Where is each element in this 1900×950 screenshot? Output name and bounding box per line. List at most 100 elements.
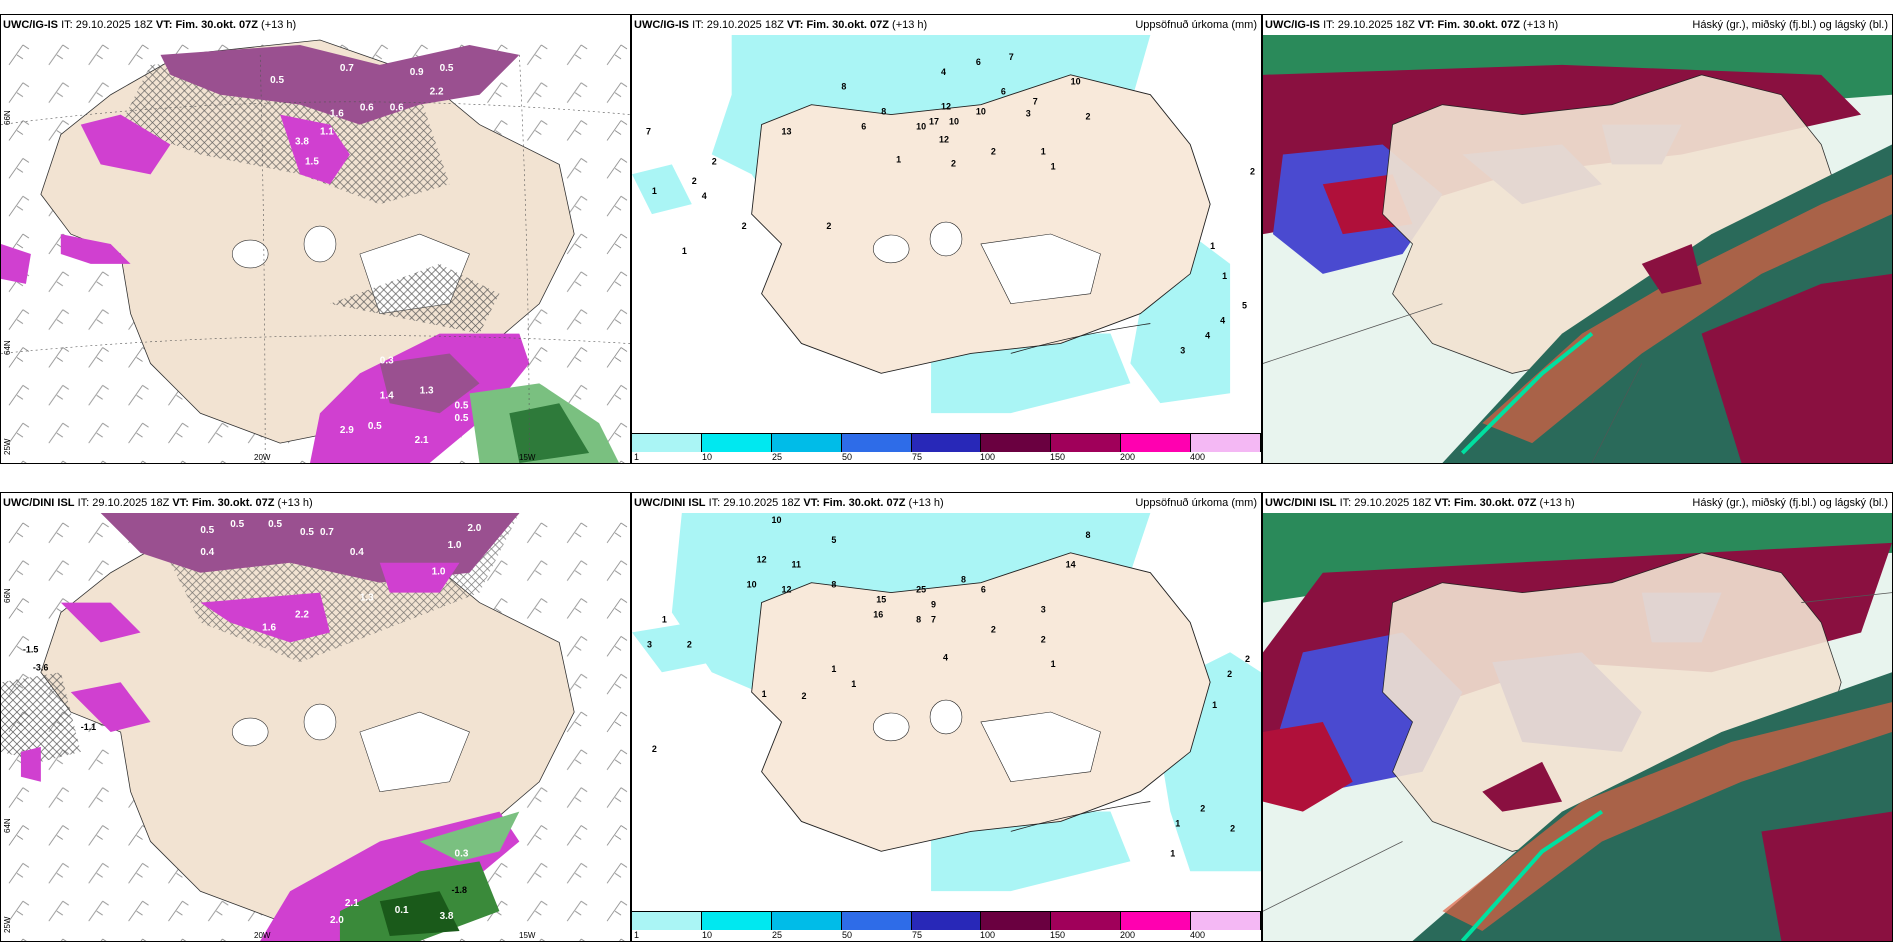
panel-header: UWC/DINI ISL IT: 29.10.2025 18Z VT: Fim.…	[1263, 493, 1892, 513]
legend-label: 25	[772, 930, 783, 940]
value-label: 12	[939, 134, 949, 144]
value-label: 1	[851, 679, 856, 689]
map-area[interactable]	[1263, 513, 1892, 941]
value-label: 3.8	[295, 136, 309, 147]
value-label: 10	[772, 515, 782, 525]
value-label: 1	[1051, 161, 1056, 171]
legend-label: 50	[842, 452, 853, 462]
legend-swatch	[841, 912, 912, 930]
value-label: 1.0	[432, 567, 446, 578]
value-label: 10	[747, 580, 757, 590]
lat-label-bottom: 64N	[3, 818, 12, 833]
value-label: 16	[873, 609, 883, 619]
value-label: 4	[943, 652, 948, 662]
value-label: 10	[949, 117, 959, 127]
value-label: 0.5	[268, 519, 282, 530]
value-label: 12	[941, 102, 951, 112]
value-label: 6	[1001, 87, 1006, 97]
value-label: 1	[831, 664, 836, 674]
value-label: 2	[1245, 654, 1250, 664]
legend-label: 400	[1190, 930, 1206, 940]
value-label: 4	[1205, 330, 1210, 340]
wetbulb-values: 0.5 0.7 0.9 0.5 2.2 0.6 0.6 1.1 3.8 1.5 …	[270, 63, 469, 446]
precip-legend: 1 10 25 50 75 100 150 200 400	[632, 433, 1261, 463]
panel-header: UWC/DINI ISL IT: 29.10.2025 18Z VT: Fim.…	[632, 493, 1261, 513]
map-area[interactable]: 4 6 8 7 6 8 10 12 17 10 12 10 6 7 3 2 1 …	[632, 35, 1261, 433]
lat-label-top: 66N	[3, 588, 12, 603]
legend-swatch	[1051, 434, 1122, 452]
value-label: 2.9	[340, 425, 354, 436]
value-label: 12	[782, 585, 792, 595]
value-label: 2.1	[415, 435, 429, 446]
value-label: 1	[1210, 241, 1215, 251]
value-label: 8	[916, 614, 921, 624]
panel-top-middle-precip: UWC/IG-IS IT: 29.10.2025 18Z VT: Fim. 30…	[631, 14, 1262, 464]
value-label: 7	[646, 127, 651, 137]
value-label: 1	[682, 246, 687, 256]
value-label: 0.3	[380, 355, 394, 366]
value-label: 2.0	[330, 915, 344, 926]
value-label: 0.5	[230, 519, 244, 530]
legend-label: 75	[912, 930, 923, 940]
value-label: 5	[831, 535, 836, 545]
value-label: 0.7	[320, 527, 334, 538]
map-area[interactable]: 0.5 0.7 0.9 0.5 2.2 0.6 0.6 1.1 3.8 1.5 …	[1, 35, 630, 463]
map-area[interactable]: 0.5 0.5 0.5 0.5 0.7 2.0 0.4 0.4 1.0 1.0 …	[1, 513, 630, 941]
legend-label: 75	[912, 452, 923, 462]
legend-label: 25	[772, 452, 783, 462]
value-label: 4	[702, 191, 707, 201]
value-label: 6	[981, 585, 986, 595]
precip-values: 4 6 8 7 6 8 10 12 17 10 12 10 6 7 3 2 1 …	[646, 52, 1255, 356]
value-label: 11	[791, 560, 800, 570]
value-label: 1	[1170, 848, 1175, 858]
value-label: 5	[1242, 301, 1247, 311]
value-label: 0.7	[340, 63, 354, 74]
legend-label: 10	[702, 452, 713, 462]
value-label: 0.1	[395, 905, 409, 916]
value-label: -3.6	[33, 662, 48, 672]
value-label: 2.2	[430, 87, 444, 98]
value-label: 3	[1180, 345, 1185, 355]
value-label: 2	[687, 639, 692, 649]
value-label: 10	[976, 107, 986, 117]
value-label: 1	[662, 614, 667, 624]
map-area[interactable]	[1263, 35, 1892, 463]
value-label: 0.4	[200, 547, 214, 558]
legend-swatch	[1191, 434, 1261, 452]
value-label: 0.5	[440, 63, 454, 74]
iceland-land	[751, 74, 1211, 374]
value-label: 1.5	[305, 156, 319, 167]
value-label: 1	[762, 689, 767, 699]
value-label: -1.1	[81, 722, 96, 732]
value-label: 3	[1026, 109, 1031, 119]
panel-title: Háský (gr.), miðský (fj.bl.) og lágský (…	[1692, 497, 1888, 509]
value-label: 2.0	[468, 523, 482, 534]
panel-header: UWC/IG-IS IT: 29.10.2025 18Z VT: Fim. 30…	[3, 19, 297, 31]
panel-bottom-right-clouds: UWC/DINI ISL IT: 29.10.2025 18Z VT: Fim.…	[1262, 492, 1893, 942]
value-label: 2	[801, 691, 806, 701]
value-label: 8	[841, 82, 846, 92]
legend-label: 100	[980, 452, 996, 462]
value-label: 17	[929, 117, 939, 127]
value-label: 1.1	[320, 127, 334, 138]
value-label: 2	[1041, 634, 1046, 644]
iceland-land	[751, 552, 1211, 852]
legend-swatch	[911, 912, 982, 930]
legend-label: 200	[1120, 452, 1136, 462]
value-label: 2	[742, 221, 747, 231]
lat-label-bottom: 64N	[3, 340, 12, 355]
value-label: 1	[1212, 700, 1217, 710]
value-label: 12	[757, 555, 767, 565]
value-label: 10	[916, 122, 926, 132]
value-label: 1.4	[380, 390, 394, 401]
value-label: 0.6	[360, 103, 374, 114]
value-label: 0.5	[300, 527, 314, 538]
panel-header: UWC/DINI ISL IT: 29.10.2025 18Z VT: Fim.…	[3, 497, 313, 509]
value-label: 0.5	[270, 75, 284, 86]
value-label: 1	[1222, 271, 1227, 281]
legend-label: 50	[842, 930, 853, 940]
value-label: 2	[712, 156, 717, 166]
value-label: 2	[1230, 823, 1235, 833]
map-area[interactable]: 10 5 12 11 10 12 8 15 16 25 9 8 6 8 7 2 …	[632, 513, 1261, 911]
lon-label-left: 25W	[3, 438, 12, 455]
